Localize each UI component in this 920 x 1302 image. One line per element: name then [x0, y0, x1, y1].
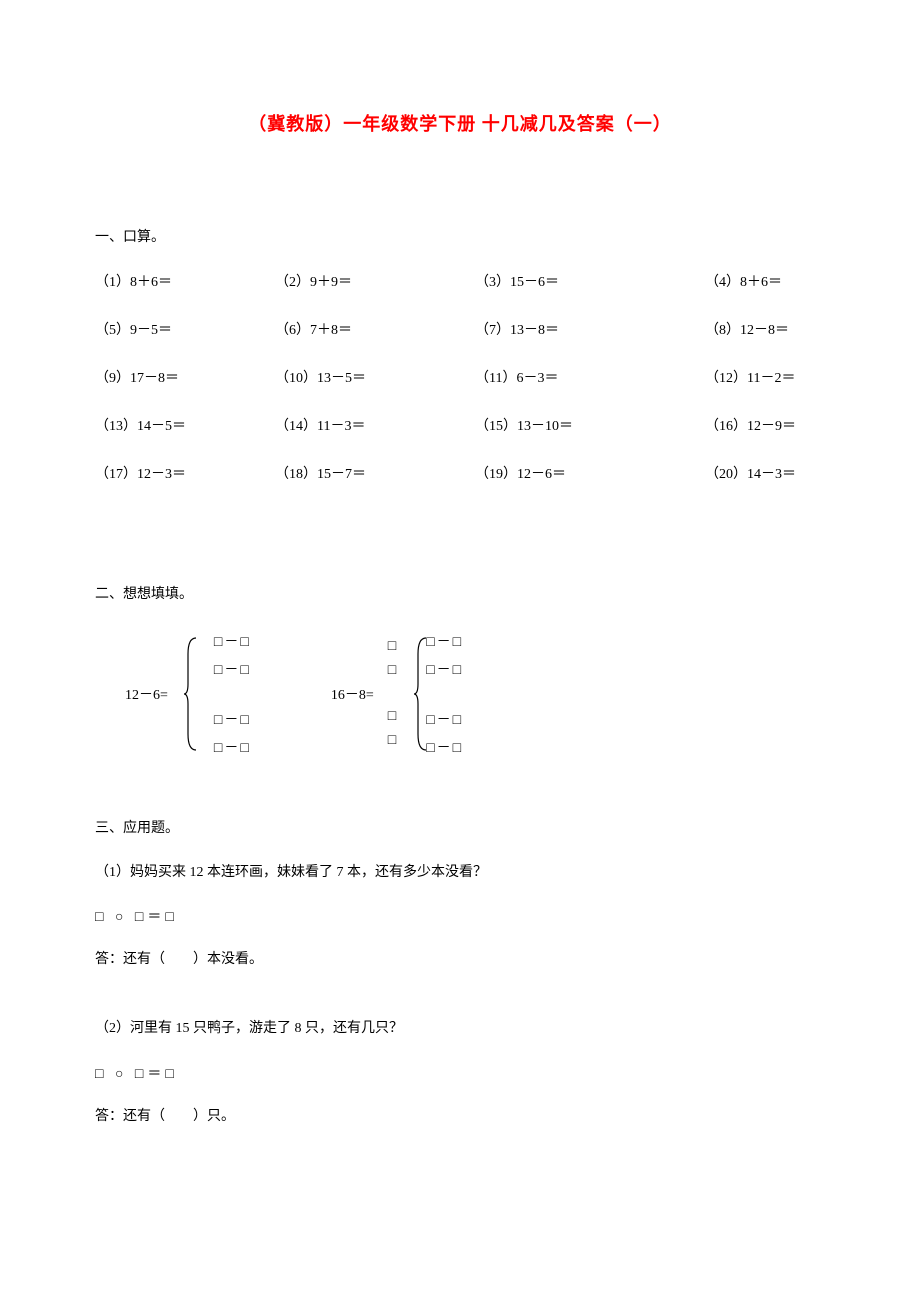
problem-item: （17）12－3＝ [95, 463, 275, 483]
brace-rows-left-boxes: □ □ □ □ [388, 639, 398, 749]
problem-item: （16）12－9＝ [705, 415, 855, 435]
word-problem-2: （2）河里有 15 只鸭子，游走了 8 只，还有几只？ □ ○ □＝□ 答：还有… [95, 1018, 825, 1124]
problem-item: （5）9－5＝ [95, 319, 275, 339]
section3-heading: 三、应用题。 [95, 817, 825, 837]
problem-item: （20）14－3＝ [705, 463, 855, 483]
section1-heading: 一、口算。 [95, 226, 825, 246]
section-mental-math: 一、口算。 （1）8＋6＝ （2）9＋9＝ （3）15－6＝ （4）8＋6＝ （… [95, 226, 825, 483]
brace-row: □－□ [426, 659, 463, 679]
section-word-problems: 三、应用题。 （1）妈妈买来 12 本连环画，妹妹看了 7 本，还有多少本没看？… [95, 817, 825, 1125]
brace-row: □－□ [214, 631, 251, 651]
brace-row: □ [388, 663, 398, 679]
problem-item: （10）13－5＝ [275, 367, 475, 387]
wp2-answer: 答：还有（ ）只。 [95, 1105, 825, 1125]
problem-item: （2）9＋9＝ [275, 271, 475, 291]
problem-item: （4）8＋6＝ [705, 271, 855, 291]
brace-rows-1: □－□ □－□ □－□ □－□ [214, 631, 251, 757]
brace-label-1: 12－6= [125, 684, 168, 704]
problem-item: （15）13－10＝ [475, 415, 705, 435]
problem-item: （3）15－6＝ [475, 271, 705, 291]
wp1-equation: □ ○ □＝□ [95, 906, 825, 926]
problem-item: （6）7＋8＝ [275, 319, 475, 339]
brace-row: □－□ [426, 631, 463, 651]
problem-item: （19）12－6＝ [475, 463, 705, 483]
word-problem-1: （1）妈妈买来 12 本连环画，妹妹看了 7 本，还有多少本没看？ □ ○ □＝… [95, 862, 825, 968]
brace-row: □－□ [214, 659, 251, 679]
problem-item: （14）11－3＝ [275, 415, 475, 435]
brace-row-spacer [214, 687, 251, 701]
problem-item: （7）13－8＝ [475, 319, 705, 339]
brace-row: □ [388, 733, 398, 749]
brace-group-1: 12－6= □－□ □－□ □－□ □－□ [125, 631, 251, 757]
section-fill-blanks: 二、想想填填。 12－6= □－□ □－□ □－□ □－□ 16－8= □ [95, 583, 825, 757]
problem-item: （9）17－8＝ [95, 367, 275, 387]
brace-row: □－□ [214, 709, 251, 729]
brace-row: □ [388, 639, 398, 655]
problem-item: （18）15－7＝ [275, 463, 475, 483]
problem-item: （8）12－8＝ [705, 319, 855, 339]
worksheet-title: （冀教版）一年级数学下册 十几减几及答案（一） [95, 110, 825, 136]
brace-label-2: 16－8= [331, 684, 374, 704]
brace-row: □－□ [214, 737, 251, 757]
wp2-text: （2）河里有 15 只鸭子，游走了 8 只，还有几只？ [95, 1018, 825, 1040]
brace-row-spacer [426, 687, 463, 701]
problem-item: （11）6－3＝ [475, 367, 705, 387]
problems-grid: （1）8＋6＝ （2）9＋9＝ （3）15－6＝ （4）8＋6＝ （5）9－5＝… [95, 271, 825, 483]
left-brace-icon [182, 634, 200, 754]
wp1-text: （1）妈妈买来 12 本连环画，妹妹看了 7 本，还有多少本没看？ [95, 862, 825, 884]
wp2-equation: □ ○ □＝□ [95, 1063, 825, 1083]
problem-item: （1）8＋6＝ [95, 271, 275, 291]
section2-heading: 二、想想填填。 [95, 583, 825, 603]
brace-rows-2: □－□ □－□ □－□ □－□ [426, 631, 463, 757]
brace-group-2: 16－8= □ □ □ □ □－□ □－□ □－□ □－□ [331, 631, 463, 757]
problem-item: （12）11－2＝ [705, 367, 855, 387]
brace-row: □ [388, 709, 398, 725]
brace-row: □－□ [426, 709, 463, 729]
problem-item: （13）14－5＝ [95, 415, 275, 435]
brace-row: □－□ [426, 737, 463, 757]
wp1-answer: 答：还有（ ）本没看。 [95, 948, 825, 968]
brace-container: 12－6= □－□ □－□ □－□ □－□ 16－8= □ □ [95, 631, 825, 757]
